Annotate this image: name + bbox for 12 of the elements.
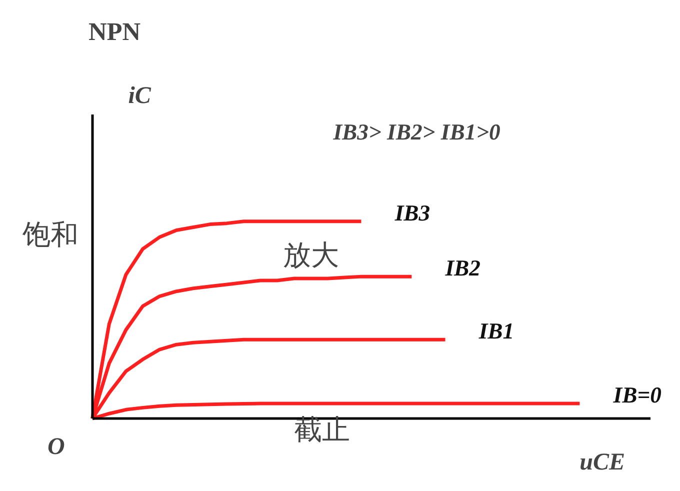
annotation: 放大: [282, 238, 339, 272]
series-label: IB=0: [612, 382, 662, 408]
annotation: 截止: [294, 413, 350, 446]
series-label: IB1: [478, 318, 514, 344]
chart-title: NPN: [88, 18, 141, 46]
series-label: IB2: [444, 256, 481, 281]
x-axis-title: uCE: [580, 450, 626, 476]
text: IB3> IB2> IB1>0: [332, 119, 500, 144]
series-label: IB3: [394, 200, 430, 226]
y-axis-title: iC: [128, 82, 152, 109]
text: 饱和: [21, 218, 78, 251]
text: O: [48, 434, 65, 460]
